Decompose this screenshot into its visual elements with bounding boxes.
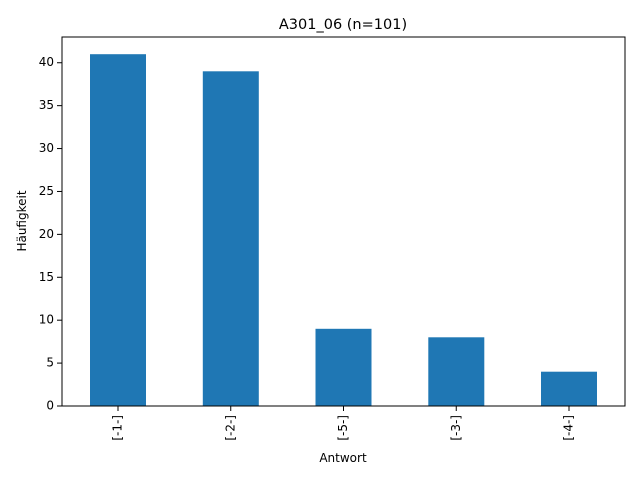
y-tick-label-2: 10 [39, 313, 54, 327]
bar-2 [315, 328, 372, 406]
y-tick-label-4: 20 [39, 227, 54, 241]
x-tick-label-2: [-5-] [336, 415, 350, 441]
x-tick-label-4: [-4-] [562, 415, 576, 441]
x-tick-label-3: [-3-] [449, 415, 463, 441]
y-tick-label-5: 25 [39, 184, 54, 198]
bar-4 [541, 371, 597, 406]
x-tick-label-1: [-2-] [223, 415, 237, 441]
y-axis-label: Häufigkeit [15, 190, 29, 251]
x-tick-label-0: [-1-] [111, 415, 125, 441]
y-tick-label-6: 30 [39, 141, 54, 155]
y-tick-label-7: 35 [39, 98, 54, 112]
x-axis-label: Antwort [319, 451, 367, 465]
x-axis-ticks: [-1-] [-2-] [-5-] [-3-] [-4-] [111, 406, 576, 441]
y-tick-label-1: 5 [46, 356, 54, 370]
y-tick-label-0: 0 [46, 399, 54, 413]
bar-1 [202, 71, 259, 407]
plot-frame [61, 36, 626, 407]
chart-title: A301_06 (n=101) [279, 17, 407, 33]
y-tick-label-3: 15 [39, 270, 54, 284]
bar-0 [90, 54, 146, 406]
bars [90, 54, 597, 407]
y-tick-label-8: 40 [39, 55, 54, 69]
y-axis-ticks: 0 5 10 15 20 25 30 35 40 [39, 55, 62, 413]
bar-3 [428, 337, 485, 406]
